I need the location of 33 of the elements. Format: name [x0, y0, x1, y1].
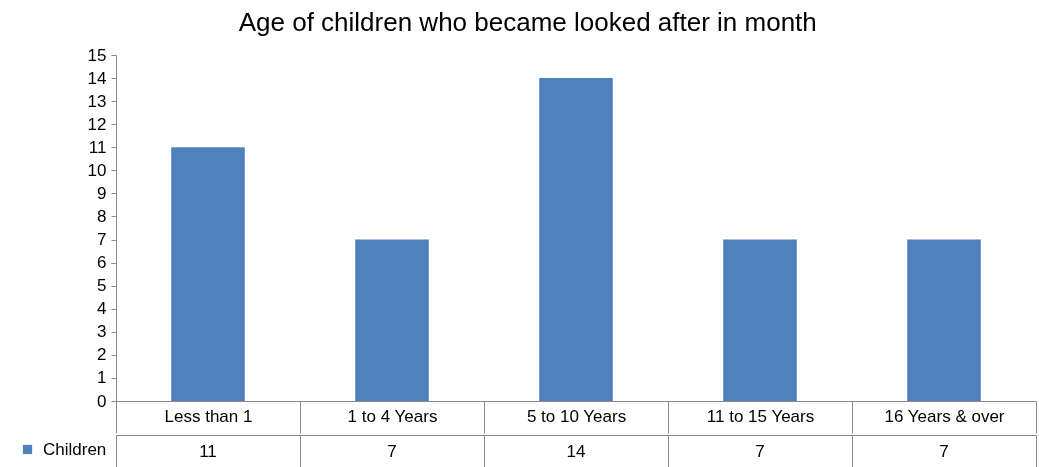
x-tick-label: Less than 1 [164, 406, 253, 426]
x-tick-label: 11 to 15 Years [706, 406, 815, 426]
bar [907, 239, 981, 401]
data-label: 7 [939, 441, 949, 461]
bar [539, 78, 613, 401]
data-label: 11 [199, 441, 217, 461]
chart-title: Age of children who became looked after in month [238, 7, 817, 37]
y-tick-label: 11 [88, 137, 107, 157]
bar [171, 147, 245, 401]
y-tick-label: 5 [97, 276, 107, 296]
y-tick-label: 8 [97, 206, 107, 226]
data-label: 14 [566, 441, 586, 461]
y-tick-label: 6 [97, 253, 107, 273]
y-tick-label: 4 [97, 299, 107, 319]
x-tick-label: 1 to 4 Years [347, 406, 438, 426]
y-tick-label: 3 [97, 322, 107, 342]
y-tick-label: 10 [87, 160, 107, 180]
y-tick-label: 7 [97, 230, 107, 250]
y-tick-label: 0 [97, 391, 107, 411]
data-label: 7 [387, 441, 397, 461]
legend-label: Children [43, 439, 107, 459]
data-label: 7 [755, 441, 765, 461]
y-tick-label: 1 [97, 368, 107, 388]
y-tick-label: 14 [87, 68, 107, 88]
y-tick-label: 9 [97, 183, 107, 203]
x-tick-label: 16 Years & over [884, 406, 1005, 426]
y-tick-label: 13 [87, 91, 107, 111]
x-tick-label: 5 to 10 Years [526, 406, 627, 426]
bar [723, 239, 797, 401]
y-tick-label: 15 [87, 45, 107, 65]
y-tick-label: 12 [87, 114, 107, 134]
y-tick-label: 2 [97, 345, 107, 365]
bar [355, 239, 429, 401]
